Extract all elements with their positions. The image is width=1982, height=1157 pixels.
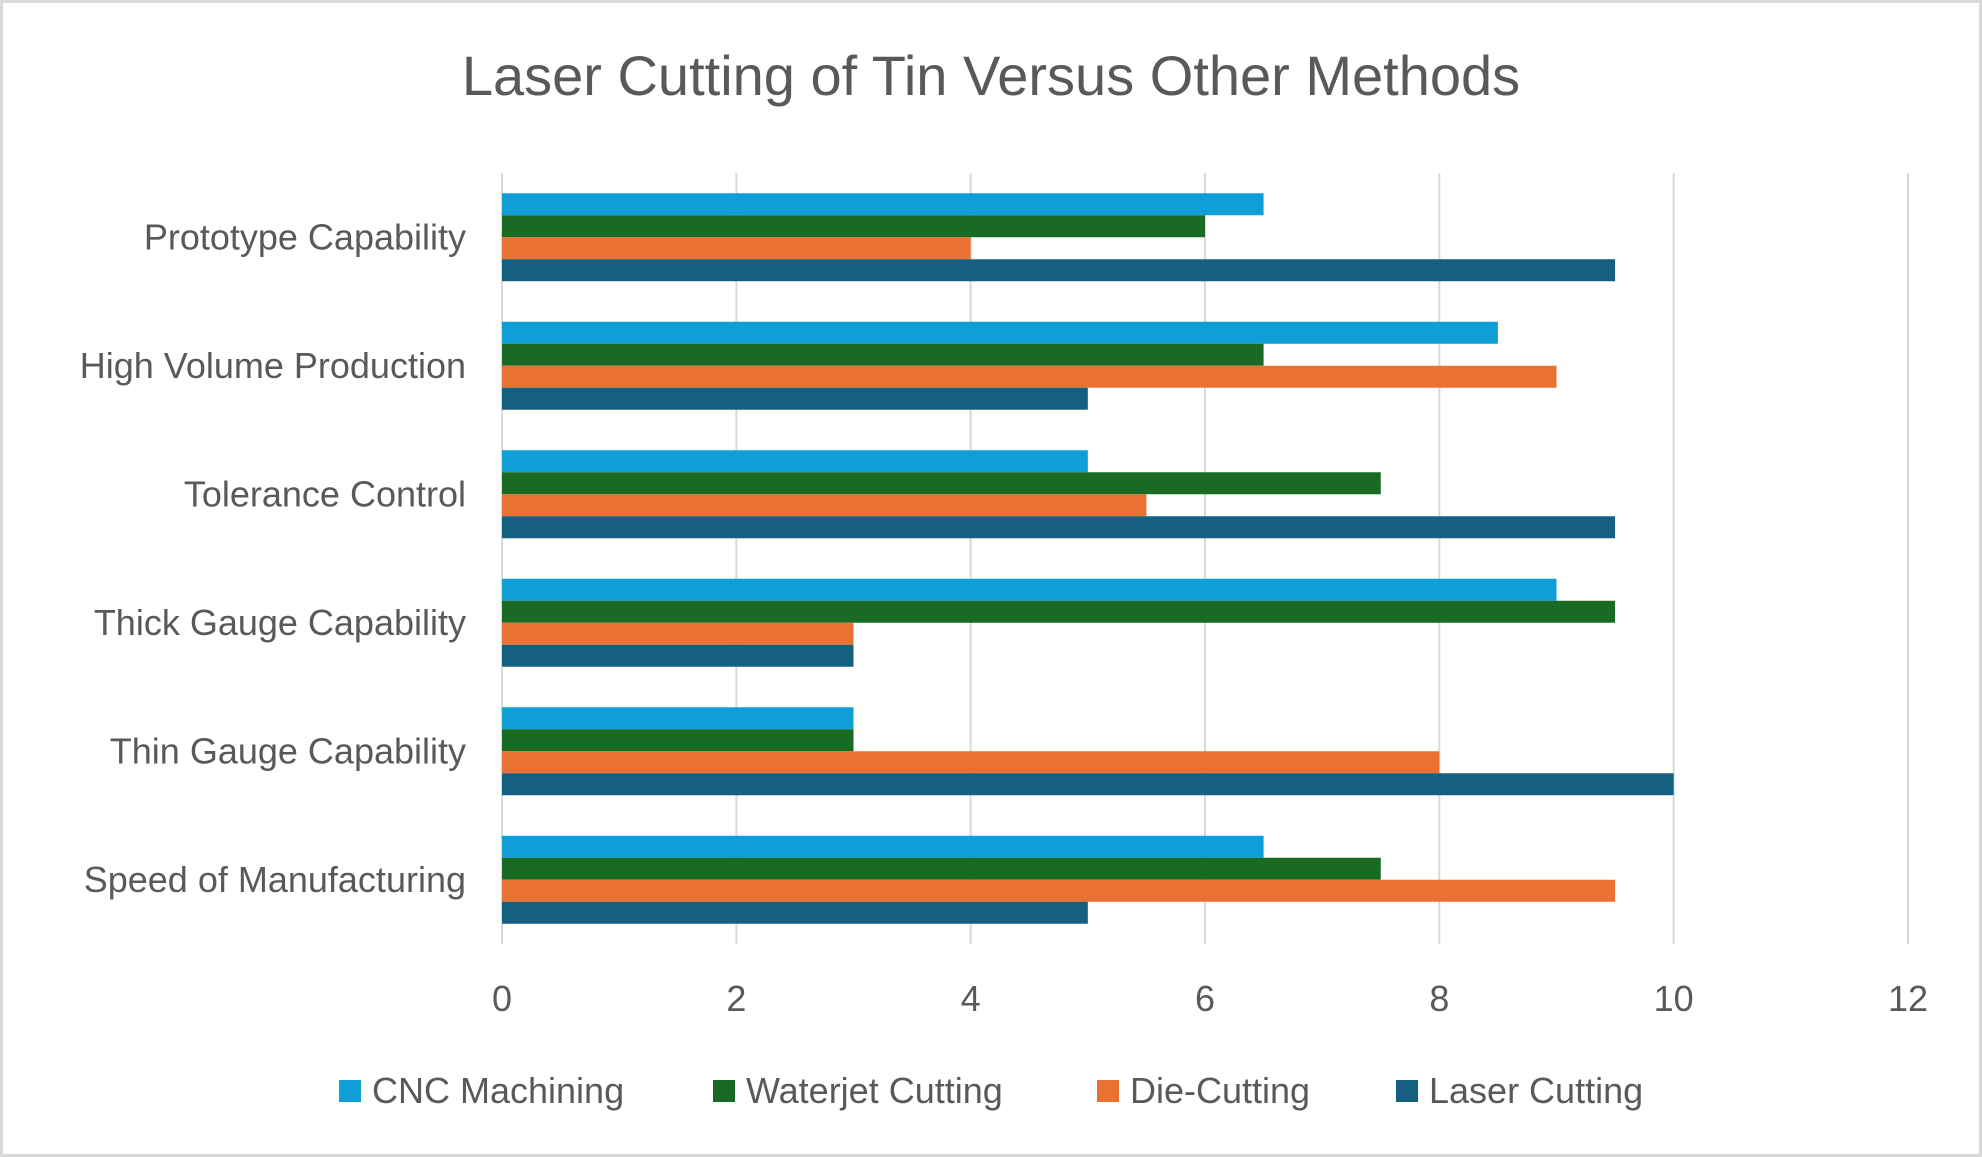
category-label: Tolerance Control [184,473,466,514]
bar-die-cutting-thin-gauge-capability [502,751,1440,774]
x-tick-label-8: 8 [1429,978,1449,1019]
x-axis-ticks: 0 2 4 6 8 10 12 [492,978,1928,1019]
x-tick-label-10: 10 [1654,978,1694,1019]
x-tick-label-12: 12 [1888,978,1928,1019]
bar-waterjet-cutting-speed-of-manufacturing [502,857,1381,880]
legend-swatch-die-cutting [1097,1080,1119,1102]
bar-waterjet-cutting-thin-gauge-capability [502,729,854,752]
bar-die-cutting-speed-of-manufacturing [502,879,1616,902]
legend-swatch-waterjet-cutting [713,1080,735,1102]
bar-cnc-machining-high-volume-production [502,321,1498,344]
bar-cnc-machining-prototype-capability [502,193,1264,216]
bar-laser-cutting-thin-gauge-capability [502,773,1674,796]
bar-cnc-machining-thin-gauge-capability [502,707,854,730]
bar-waterjet-cutting-high-volume-production [502,343,1264,366]
bar-laser-cutting-tolerance-control [502,516,1616,539]
category-label: Prototype Capability [144,216,466,257]
x-tick-label-6: 6 [1195,978,1215,1019]
bar-cnc-machining-thick-gauge-capability [502,578,1557,601]
legend-label-waterjet-cutting: Waterjet Cutting [746,1070,1003,1111]
category-label: High Volume Production [80,345,466,386]
x-tick-label-2: 2 [726,978,746,1019]
bar-laser-cutting-speed-of-manufacturing [502,901,1088,924]
bars [502,193,1674,924]
bar-die-cutting-thick-gauge-capability [502,622,854,645]
bar-chart: Laser Cutting of Tin Versus Other Method… [80,44,1928,1111]
bar-cnc-machining-tolerance-control [502,450,1088,473]
bar-laser-cutting-thick-gauge-capability [502,644,854,667]
chart-title: Laser Cutting of Tin Versus Other Method… [462,44,1520,107]
legend: CNC Machining Waterjet Cutting Die-Cutting… [339,1070,1643,1111]
legend-label-laser-cutting: Laser Cutting [1429,1070,1643,1111]
category-labels: Prototype Capability High Volume Producti… [80,216,466,900]
legend-swatch-cnc-machining [339,1080,361,1102]
legend-label-die-cutting: Die-Cutting [1130,1070,1310,1111]
bar-laser-cutting-prototype-capability [502,259,1616,282]
x-tick-label-4: 4 [961,978,981,1019]
bar-waterjet-cutting-prototype-capability [502,215,1205,238]
x-tick-label-0: 0 [492,978,512,1019]
bar-cnc-machining-speed-of-manufacturing [502,835,1264,858]
bar-die-cutting-prototype-capability [502,237,971,260]
bar-laser-cutting-high-volume-production [502,387,1088,410]
category-label: Thin Gauge Capability [110,730,466,771]
bar-waterjet-cutting-tolerance-control [502,472,1381,495]
bar-die-cutting-tolerance-control [502,494,1147,517]
category-label: Speed of Manufacturing [84,859,466,900]
bar-die-cutting-high-volume-production [502,365,1557,388]
bar-waterjet-cutting-thick-gauge-capability [502,600,1616,623]
gridlines [501,173,1909,944]
category-label: Thick Gauge Capability [94,602,466,643]
legend-swatch-laser-cutting [1396,1080,1418,1102]
legend-label-cnc-machining: CNC Machining [372,1070,624,1111]
